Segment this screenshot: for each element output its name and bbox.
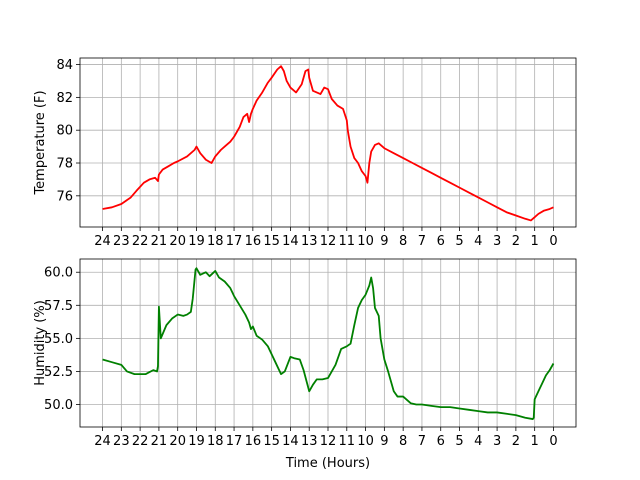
humidity-x-tick-label: 3 xyxy=(493,434,501,449)
temperature-x-tick-label: 8 xyxy=(399,234,407,249)
temperature-series-line xyxy=(102,65,554,222)
temperature-y-tick-label: 76 xyxy=(56,189,73,204)
temperature-x-tick-label: 24 xyxy=(94,234,111,249)
humidity-x-tick-label: 16 xyxy=(245,434,262,449)
humidity-x-axis-label: Time (Hours) xyxy=(285,456,370,471)
temperature-x-tick-label: 6 xyxy=(437,234,445,249)
humidity-x-tick-label: 22 xyxy=(132,434,149,449)
temperature-x-tick-label: 11 xyxy=(339,234,356,249)
humidity-y-tick-label: 55.0 xyxy=(44,332,73,347)
humidity-x-tick-label: 5 xyxy=(455,434,463,449)
humidity-x-tick-label: 17 xyxy=(226,434,243,449)
humidity-x-tick-label: 23 xyxy=(113,434,130,449)
temperature-x-tick-label: 10 xyxy=(357,234,374,249)
temperature-y-axis-label: Temperature (F) xyxy=(33,90,48,195)
humidity-x-tick-label: 12 xyxy=(320,434,337,449)
humidity-x-tick-label: 11 xyxy=(339,434,356,449)
humidity-x-tick-label: 10 xyxy=(357,434,374,449)
humidity-x-tick-label: 14 xyxy=(282,434,299,449)
humidity-x-tick-label: 2 xyxy=(512,434,520,449)
humidity-x-tick-label: 13 xyxy=(301,434,318,449)
temperature-y-tick-label: 78 xyxy=(56,157,73,172)
humidity-y-tick-label: 52.5 xyxy=(44,365,73,380)
temperature-y-tick-label: 82 xyxy=(56,91,73,106)
humidity-series-line xyxy=(102,267,555,420)
humidity-x-tick-label: 7 xyxy=(418,434,426,449)
temperature-x-tick-label: 7 xyxy=(418,234,426,249)
humidity-y-tick-label: 60.0 xyxy=(44,266,73,281)
temperature-x-tick-label: 13 xyxy=(301,234,318,249)
temperature-x-tick-label: 12 xyxy=(320,234,337,249)
humidity-chart: 24 23 22 21 20 19 18 17 16 15 14 13 12 11 10 9 8 7 6 5 4 3 2 1 0… xyxy=(33,258,577,471)
humidity-x-tick-label: 24 xyxy=(94,434,111,449)
humidity-x-tick-label: 8 xyxy=(399,434,407,449)
temperature-x-tick-label: 5 xyxy=(455,234,463,249)
humidity-x-tick-label: 1 xyxy=(531,434,539,449)
humidity-x-tick-label: 6 xyxy=(437,434,445,449)
temperature-y-tick-label: 84 xyxy=(56,58,73,73)
temperature-x-tick-label: 0 xyxy=(549,234,557,249)
humidity-y-tick-label: 57.5 xyxy=(44,299,73,314)
temperature-x-tick-label: 3 xyxy=(493,234,501,249)
temperature-x-tick-label: 22 xyxy=(132,234,149,249)
humidity-x-tick-label: 9 xyxy=(380,434,388,449)
temperature-x-tick-label: 18 xyxy=(207,234,224,249)
humidity-y-axis-label: Humidity (%) xyxy=(33,300,48,386)
temperature-y-tick-label: 80 xyxy=(56,124,73,139)
temperature-chart: 24 23 22 21 20 19 18 17 16 15 14 13 12 11 10 9 8 7 6 5 4 3 2 1 0… xyxy=(33,57,577,249)
temperature-x-tick-label: 21 xyxy=(151,234,168,249)
temperature-x-tick-label: 19 xyxy=(188,234,205,249)
humidity-x-tick-label: 18 xyxy=(207,434,224,449)
humidity-x-tick-label: 4 xyxy=(474,434,482,449)
temperature-x-tick-label: 4 xyxy=(474,234,482,249)
humidity-x-tick-label: 20 xyxy=(169,434,186,449)
humidity-y-tick-label: 50.0 xyxy=(44,398,73,413)
humidity-x-tick-label: 0 xyxy=(549,434,557,449)
humidity-x-tick-label: 15 xyxy=(263,434,280,449)
temperature-x-tick-label: 16 xyxy=(245,234,262,249)
temperature-x-tick-label: 2 xyxy=(512,234,520,249)
temperature-x-tick-label: 20 xyxy=(169,234,186,249)
temperature-x-tick-label: 1 xyxy=(531,234,539,249)
temperature-x-tick-label: 14 xyxy=(282,234,299,249)
temperature-x-tick-label: 9 xyxy=(380,234,388,249)
humidity-x-tick-label: 19 xyxy=(188,434,205,449)
temperature-x-tick-label: 15 xyxy=(263,234,280,249)
humidity-x-tick-label: 21 xyxy=(151,434,168,449)
temperature-x-tick-label: 17 xyxy=(226,234,243,249)
temperature-x-tick-label: 23 xyxy=(113,234,130,249)
